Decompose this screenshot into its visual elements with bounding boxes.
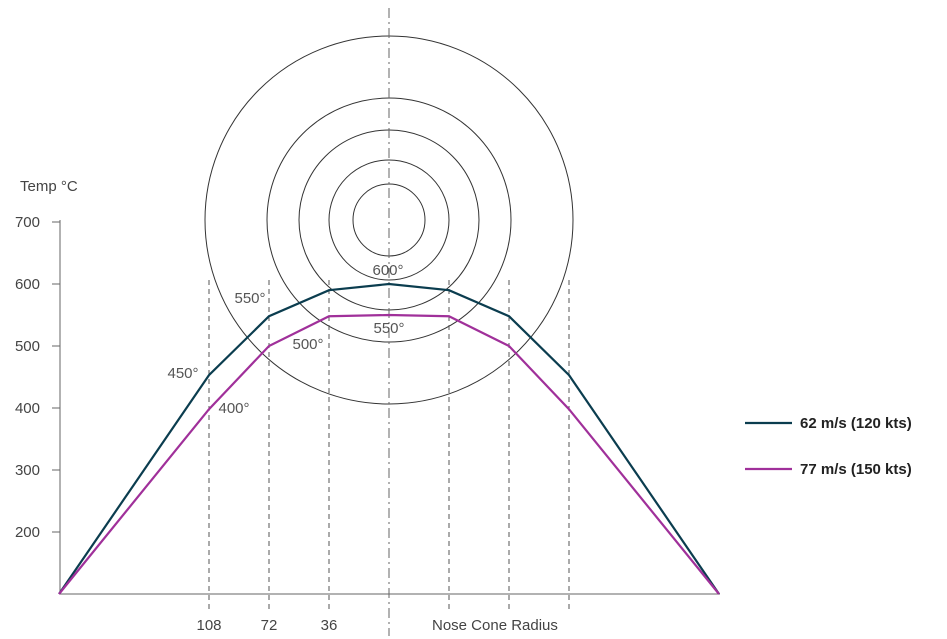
y-tick-label: 300 <box>15 462 40 479</box>
x-axis-ticks: 108 72 36 <box>196 617 337 634</box>
x-tick-label: 72 <box>261 617 278 634</box>
series-line-1 <box>58 282 720 595</box>
temperature-annotation: 400° <box>218 400 249 417</box>
y-tick-label: 700 <box>15 214 40 231</box>
temperature-annotation: 550° <box>373 320 404 337</box>
legend-label: 62 m/s (120 kts) <box>800 415 912 432</box>
y-axis-ticks: 200 300 400 500 600 700 <box>15 214 60 541</box>
legend: 62 m/s (120 kts) 77 m/s (150 kts) <box>745 415 912 478</box>
temperature-annotation: 500° <box>292 336 323 353</box>
temperature-annotation: 550° <box>234 290 265 307</box>
temperature-annotations: 600° 550° 450° 550° 500° 400° <box>167 262 404 417</box>
x-axis-label: Nose Cone Radius <box>432 617 558 634</box>
isotherm-circle <box>328 159 450 281</box>
y-tick-label: 600 <box>15 276 40 293</box>
temperature-annotation: 600° <box>372 262 403 279</box>
vertical-guide-lines <box>208 280 570 612</box>
y-tick-label: 400 <box>15 400 40 417</box>
temperature-annotation: 450° <box>167 365 198 382</box>
series-line-2 <box>58 313 720 595</box>
legend-label: 77 m/s (150 kts) <box>800 461 912 478</box>
y-tick-label: 500 <box>15 338 40 355</box>
x-tick-label: 108 <box>196 617 221 634</box>
y-axis-label: Temp °C <box>20 178 78 195</box>
series-lines <box>58 282 720 595</box>
y-tick-label: 200 <box>15 524 40 541</box>
x-tick-label: 36 <box>321 617 338 634</box>
